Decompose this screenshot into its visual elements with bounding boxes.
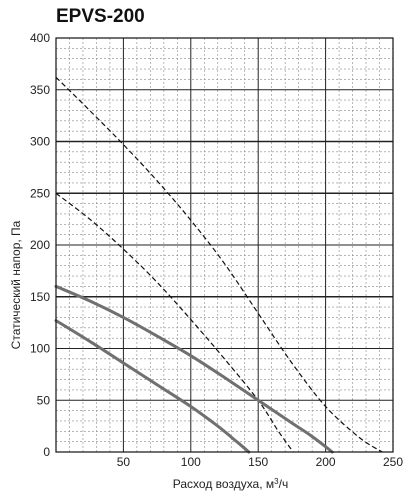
y-axis-label: Статический напор, Па <box>9 220 23 349</box>
y-tick-label: 350 <box>30 83 50 97</box>
y-tick-label: 300 <box>30 135 50 149</box>
series-line-1 <box>55 76 383 453</box>
series-line-3 <box>54 284 334 454</box>
y-tick-label: 100 <box>30 342 50 356</box>
x-tick-label: 150 <box>248 455 268 469</box>
series-line-4 <box>54 319 251 454</box>
x-axis-label-tail: /ч <box>279 477 289 491</box>
x-axis-label-main: Расход воздуха, м <box>173 477 274 491</box>
y-tick-label: 250 <box>30 186 50 200</box>
x-tick-label: 250 <box>383 455 403 469</box>
y-tick-label: 200 <box>30 238 50 252</box>
tick-labels: 50 100 150 200 250 0 50 100 150 200 250 300 350 400 <box>30 31 403 469</box>
minor-grid <box>56 38 393 452</box>
y-tick-label: 50 <box>37 393 51 407</box>
x-tick-label: 200 <box>316 455 336 469</box>
x-axis-label: Расход воздуха, м3/ч <box>173 477 288 492</box>
major-grid <box>56 38 393 452</box>
x-tick-label: 50 <box>117 455 131 469</box>
y-tick-label: 0 <box>43 445 50 459</box>
y-tick-label: 150 <box>30 290 50 304</box>
performance-curves <box>54 76 383 454</box>
series-line-2 <box>55 192 294 453</box>
plot-frame <box>55 37 394 453</box>
y-tick-label: 400 <box>30 31 50 45</box>
x-axis-label-sup: 3 <box>274 477 279 486</box>
x-tick-label: 100 <box>181 455 201 469</box>
chart-title: EPVS-200 <box>56 6 145 27</box>
